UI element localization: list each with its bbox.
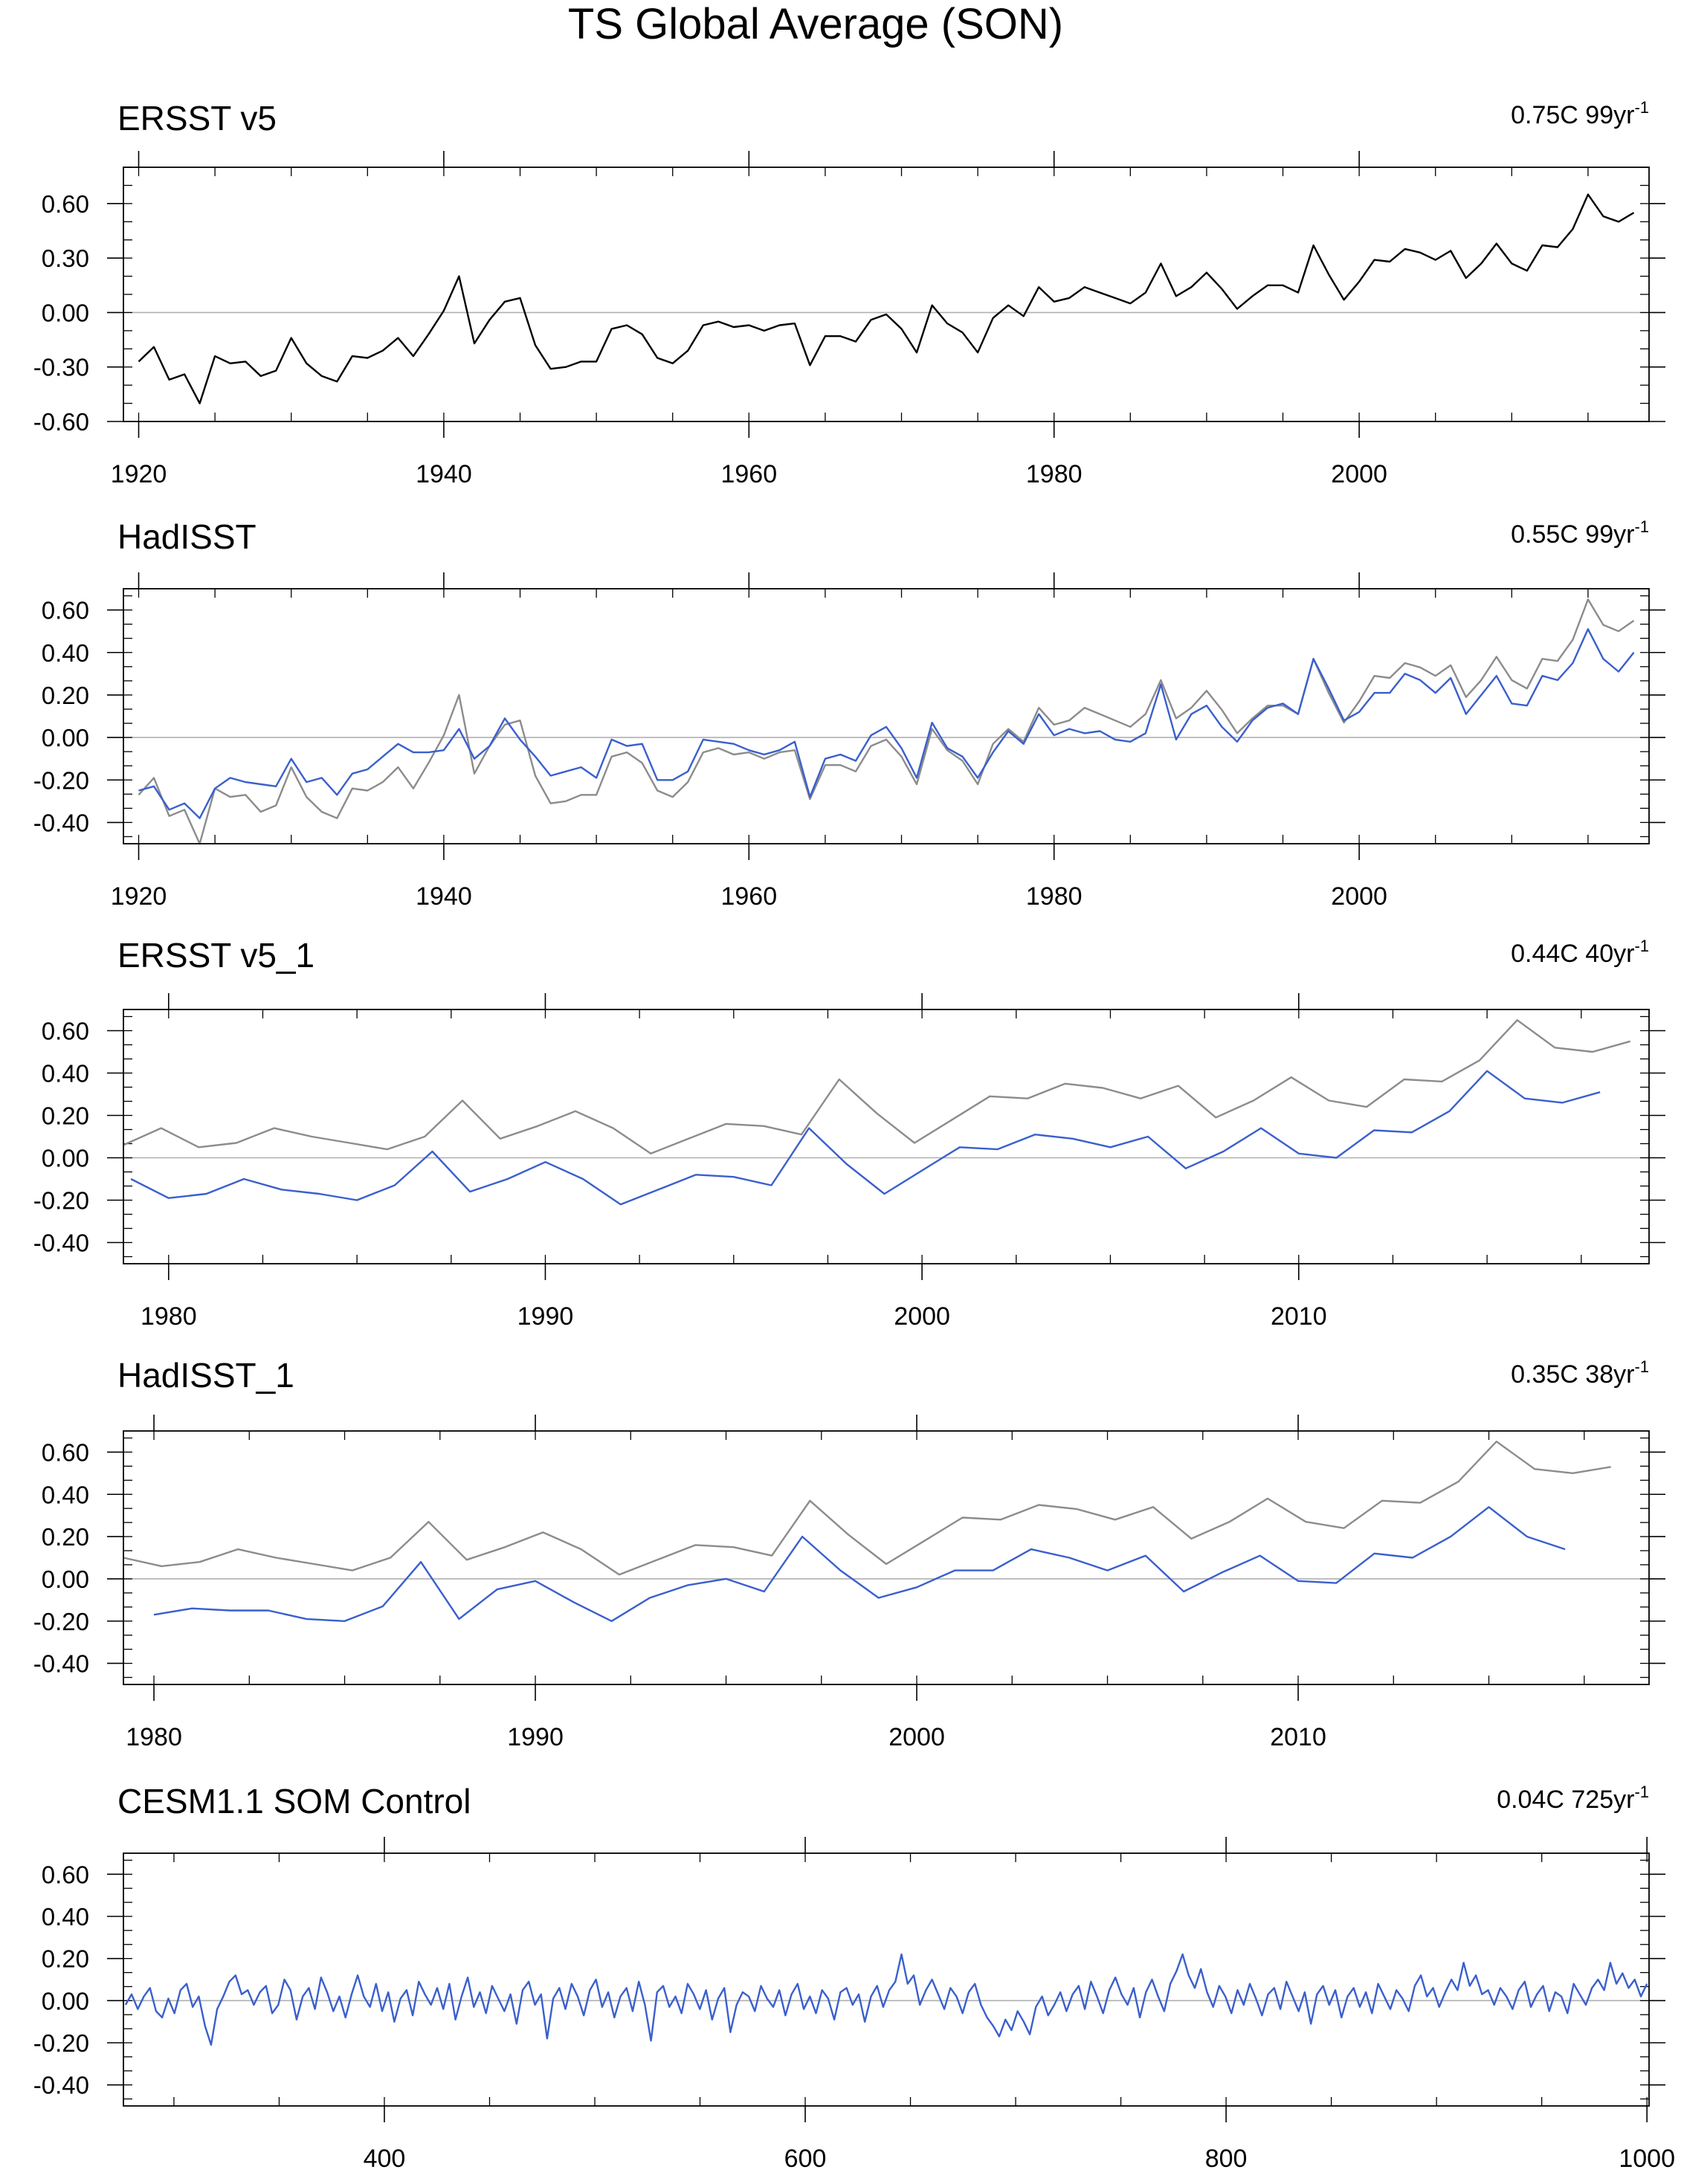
y-tick-label: -0.20	[33, 766, 89, 794]
series-line-ersst-v5	[138, 598, 1635, 845]
x-tick-label: 1960	[720, 882, 777, 911]
panel-cesm-som-control: CESM1.1 SOM Control 0.04C 725yr-1 -0.40-…	[33, 1782, 1675, 2173]
x-tick-label: 2000	[1331, 882, 1387, 911]
y-tick-label: 0.40	[42, 1481, 89, 1508]
figure-title: TS Global Average (SON)	[568, 0, 1063, 48]
y-tick-label: 0.00	[42, 299, 89, 326]
y-tick-label: 0.60	[42, 597, 89, 624]
plot-frame	[123, 1009, 1650, 1264]
x-tick-label: 800	[1205, 2145, 1248, 2173]
panel-hadisst-1: HadISST_1 0.35C 38yr-1 -0.40 -0.20 0.00 0.2…	[33, 1356, 1665, 1751]
y-tick-label: 0.60	[42, 190, 89, 218]
y-tick-label: -0.20	[33, 2029, 89, 2057]
trend-label: 0.55C 99yr-1	[1511, 517, 1649, 549]
series-line-ersst-v5	[138, 193, 1635, 404]
panel-title: ERSST v5_1	[117, 936, 314, 975]
x-tick-label: 2000	[1331, 460, 1387, 488]
y-tick-label: 0.30	[42, 245, 89, 272]
x-tick-label: 1980	[1026, 460, 1083, 488]
panel-ersst-v5-1: ERSST v5_1 0.44C 40yr-1 -0.40 -0.20 0.00 0.…	[33, 936, 1665, 1331]
x-tick-label: 2010	[1270, 1723, 1326, 1751]
panel-title: HadISST	[117, 517, 257, 556]
y-tick-label: -0.40	[33, 1230, 89, 1257]
trend-label: 0.35C 38yr-1	[1511, 1357, 1649, 1389]
y-tick-label: 0.20	[42, 1102, 89, 1130]
x-tick-label: 1920	[111, 460, 167, 488]
y-tick-label: 0.00	[42, 1145, 89, 1172]
y-tick-label: -0.20	[33, 1608, 89, 1635]
series-line-ersst-v5-1	[130, 1070, 1601, 1206]
series-line-ersst-v5	[123, 1019, 1631, 1155]
trend-label: 0.04C 725yr-1	[1497, 1783, 1649, 1814]
y-tick-label: 0.40	[42, 639, 89, 667]
panel-ersst-v5: ERSST v5 0.75C 99yr-1 -0.60 -0.30 0.00 0.30…	[33, 98, 1665, 488]
y-tick-label: -0.40	[33, 2072, 89, 2099]
plot-area: -0.40 -0.20 0.00 0.20 0.40 0.60 1920 1940 1960 19…	[33, 572, 1665, 911]
y-tick-label: 0.20	[42, 682, 89, 709]
plot-frame	[123, 588, 1650, 844]
y-tick-label: -0.40	[33, 809, 89, 836]
y-tick-label: 0.60	[42, 1861, 89, 1888]
x-tick-label: 1960	[720, 460, 777, 488]
y-tick-label: -0.40	[33, 1650, 89, 1678]
x-tick-label: 1990	[507, 1723, 564, 1751]
series-line-ersst-v5	[123, 1440, 1611, 1576]
y-tick-label: 0.00	[42, 724, 89, 752]
y-tick-label: 0.00	[42, 1987, 89, 2015]
plot-frame	[123, 167, 1650, 422]
x-tick-label: 1990	[517, 1302, 574, 1331]
y-tick-label: 0.40	[42, 1060, 89, 1088]
trend-label: 0.75C 99yr-1	[1511, 98, 1649, 129]
plot-area: -0.60 -0.30 0.00 0.30 0.60 1920 1940 1960 1980 20…	[33, 151, 1665, 488]
x-tick-label: 600	[784, 2145, 827, 2173]
y-tick-label: 0.60	[42, 1438, 89, 1466]
x-tick-label: 1980	[1026, 882, 1083, 911]
y-tick-label: -0.30	[33, 354, 89, 381]
x-tick-label: 1980	[141, 1302, 197, 1331]
x-tick-label: 2000	[888, 1723, 945, 1751]
x-tick-label: 1940	[416, 460, 472, 488]
panel-title: CESM1.1 SOM Control	[117, 1782, 471, 1820]
y-tick-label: 0.20	[42, 1523, 89, 1551]
plot-area: -0.40 -0.20 0.00 0.20 0.40 0.60 1980 1990 2000 20…	[33, 1415, 1665, 1751]
plot-area: -0.40 -0.20 0.00 0.20 0.40 0.60 1980 1990 2000 20…	[33, 993, 1665, 1331]
y-tick-label: -0.20	[33, 1187, 89, 1215]
x-tick-label: 1000	[1619, 2145, 1675, 2173]
panel-title: ERSST v5	[117, 99, 277, 138]
y-tick-label: 0.00	[42, 1566, 89, 1593]
series-line-hadisst-1	[153, 1506, 1566, 1623]
y-tick-label: 0.40	[42, 1903, 89, 1931]
series-line-hadisst	[138, 628, 1635, 819]
x-tick-label: 1940	[416, 882, 472, 911]
plot-frame	[123, 1430, 1650, 1685]
y-tick-label: 0.20	[42, 1945, 89, 1973]
y-tick-label: 0.60	[42, 1018, 89, 1045]
plot-frame	[123, 1852, 1650, 2107]
series-line-cesm1-1-som-control	[124, 1953, 1648, 2046]
y-tick-label: -0.60	[33, 408, 89, 436]
x-tick-label: 1920	[111, 882, 167, 911]
panel-title: HadISST_1	[117, 1356, 294, 1395]
x-tick-label: 2000	[894, 1302, 950, 1331]
x-tick-label: 1980	[126, 1723, 182, 1751]
panel-hadisst: HadISST 0.55C 99yr-1 -0.40 -0.20 0.00 0.20 0…	[33, 517, 1665, 911]
x-tick-label: 400	[364, 2145, 406, 2173]
trend-label: 0.44C 40yr-1	[1511, 937, 1649, 968]
x-tick-label: 2010	[1271, 1302, 1327, 1331]
plot-area: -0.40 -0.20 0.00 0.20 0.40 0.60 400 600 800 1000	[33, 1837, 1675, 2173]
